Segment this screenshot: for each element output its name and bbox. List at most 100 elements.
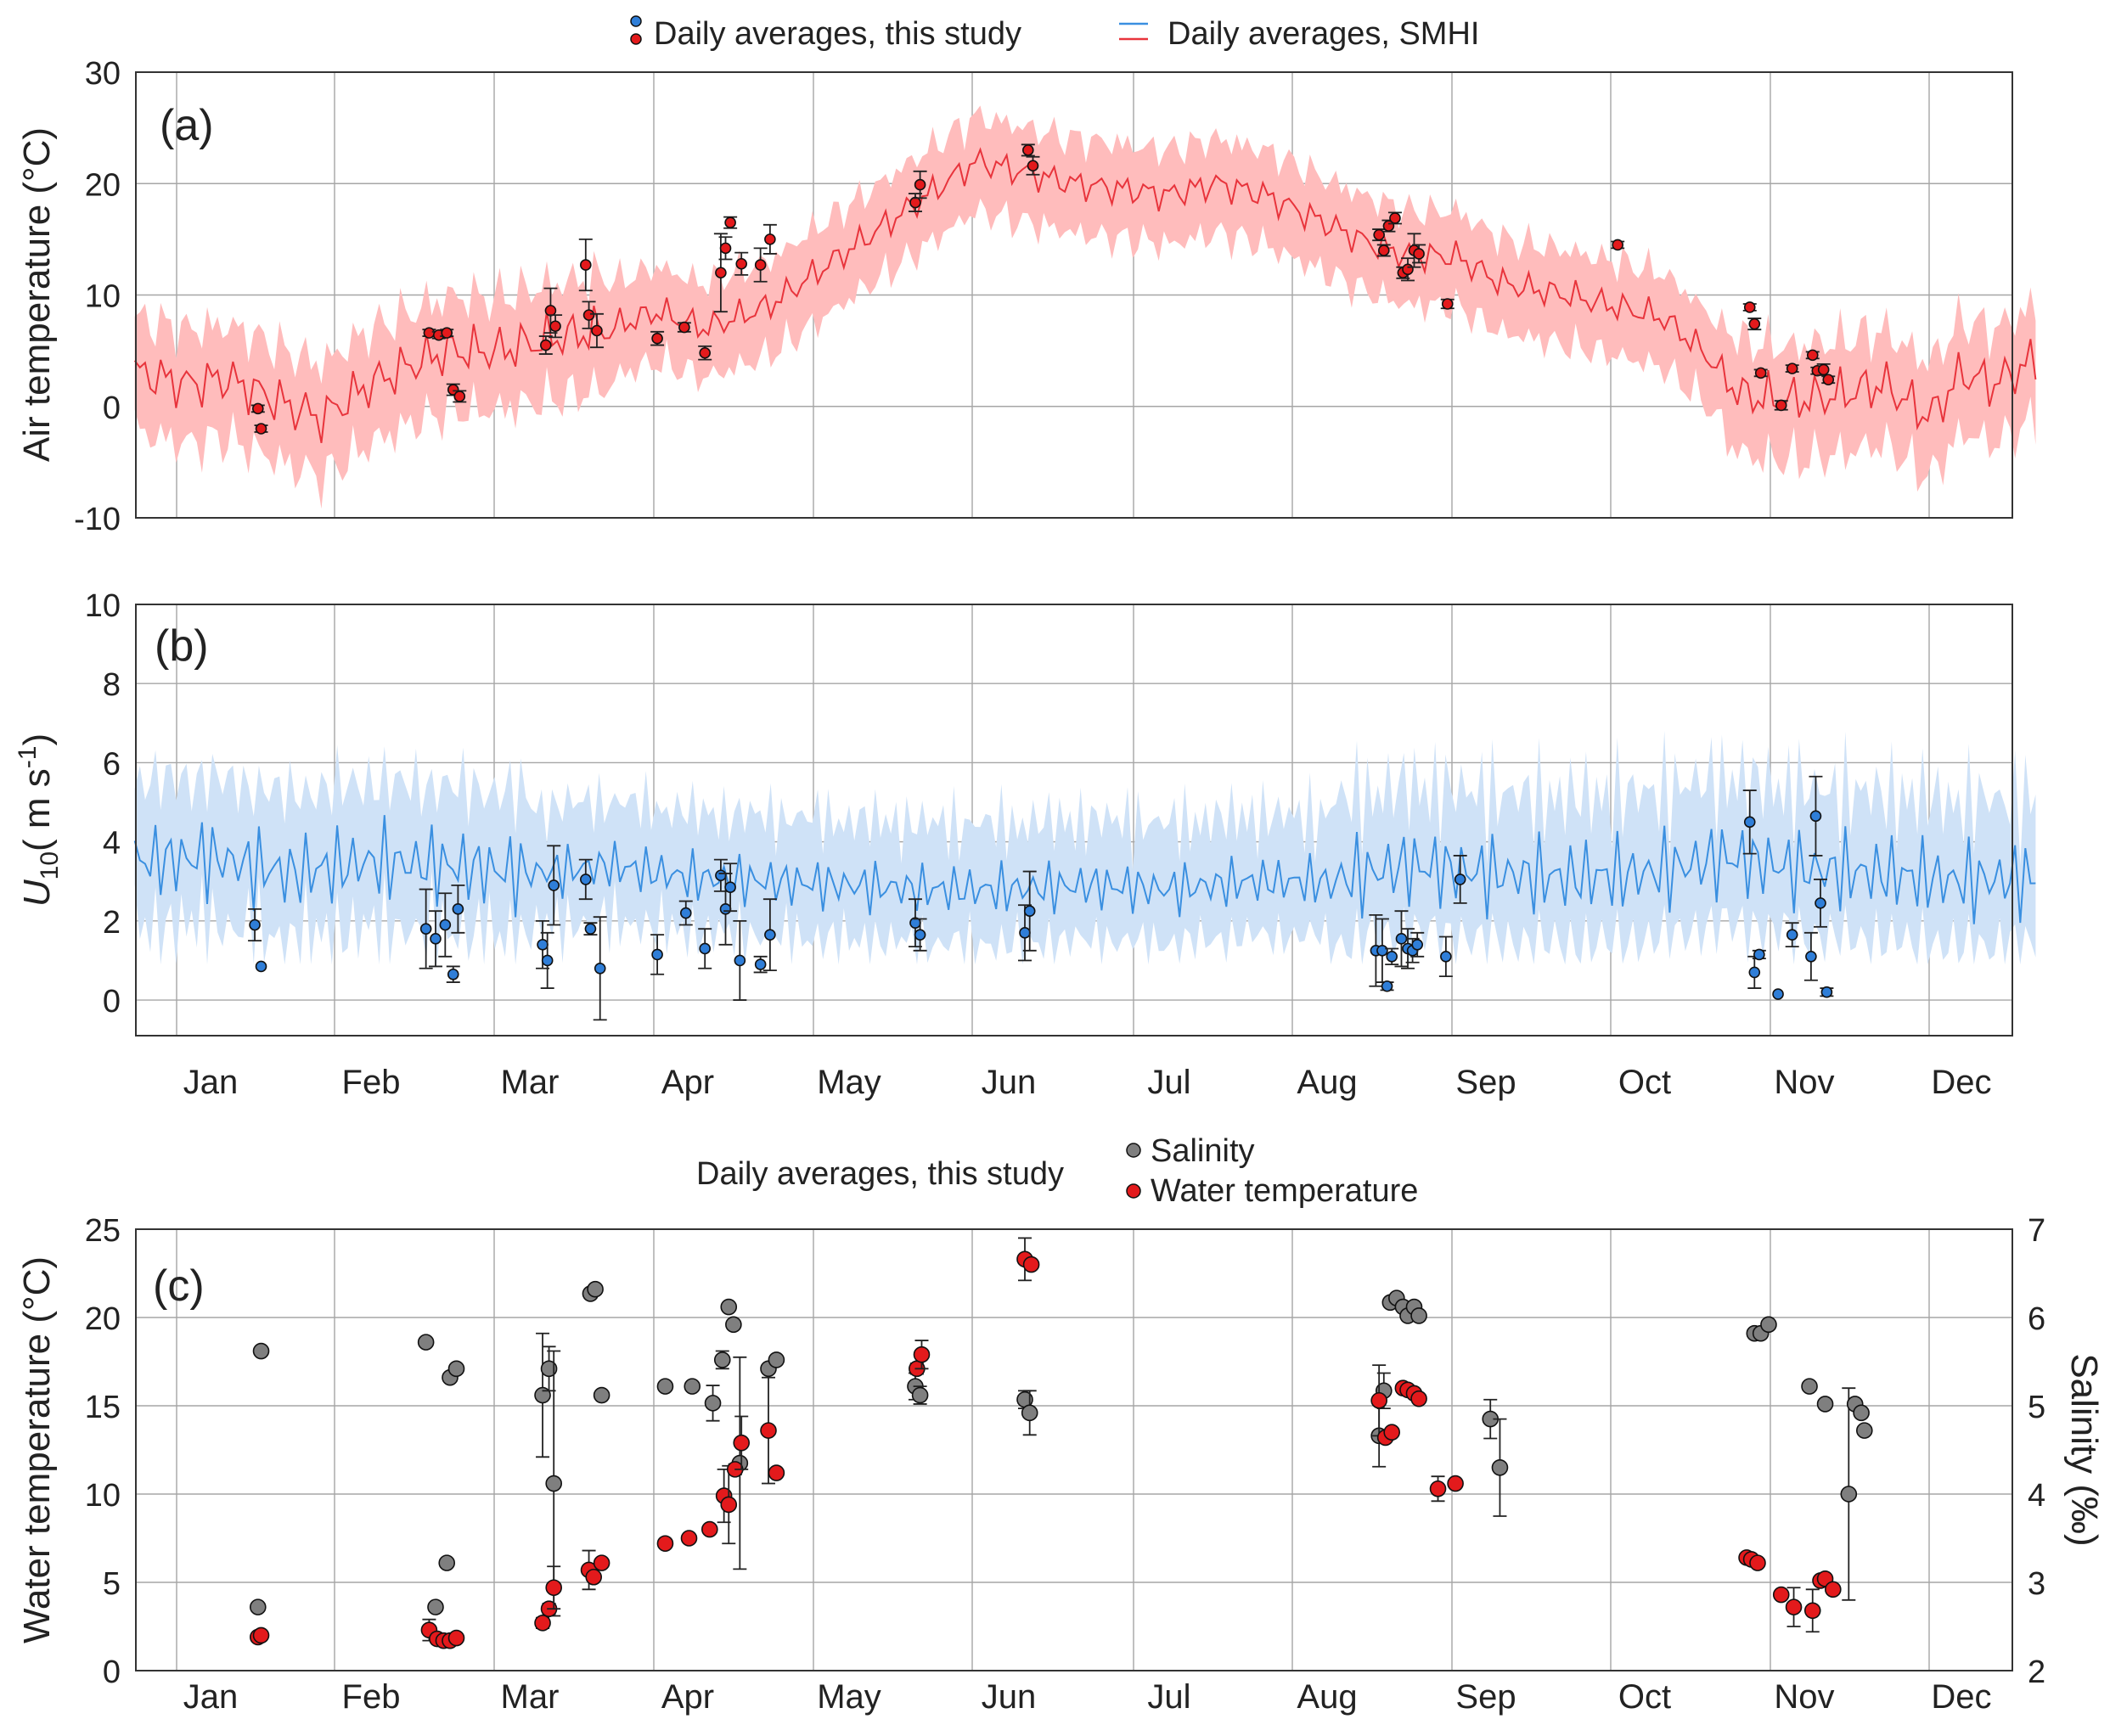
water-temp-point-28 [1383, 1424, 1400, 1441]
salinity-point-35 [1491, 1459, 1509, 1476]
panel-a: -10 0 10 20 30 (a) Air temperature (°C) [16, 56, 2037, 537]
panel-b-label: (b) [155, 621, 209, 671]
month-label-jul: Jul [1147, 1064, 1190, 1101]
wind-speed-point-44 [1820, 986, 1833, 998]
wind-speed-point-27 [1376, 944, 1388, 957]
air-temp-point-35 [1612, 239, 1623, 251]
salinity-point-44 [1856, 1422, 1873, 1439]
air-temp-point-2 [423, 327, 436, 339]
salinity-point-13 [656, 1378, 674, 1395]
panel-c: 0 5 10 15 20 25 2 3 4 5 6 7 Jan Feb Mar Apr May Jun Jul A… [16, 1213, 2105, 1716]
air-temp-point-14 [678, 321, 690, 334]
water-temp-point-38 [1772, 1586, 1790, 1604]
wind-speed-point-19 [734, 954, 746, 967]
salinity-point-2 [417, 1334, 435, 1351]
air-temp-point-18 [724, 216, 736, 228]
panel-b-y-axis-unit: ( m s [16, 768, 58, 851]
panel-a-smhi-line [133, 147, 2037, 443]
panel-b-y-axis-superscript: -1 [14, 746, 42, 769]
panel-a-study-points [250, 143, 1836, 435]
air-temp-point-4 [441, 327, 453, 339]
month-label-jan: Jan [183, 1678, 239, 1716]
smhi-temperature-line [133, 147, 2037, 443]
y-tick-label-1: 2 [103, 905, 121, 941]
salinity-point-1 [249, 1598, 267, 1615]
water-temp-point-9 [545, 1579, 563, 1597]
month-label-nov: Nov [1774, 1064, 1834, 1101]
wind-speed-point-33 [1411, 939, 1424, 951]
wind-speed-point-35 [1454, 874, 1466, 885]
y-tick-label-5: 10 [85, 588, 121, 624]
wind-speed-point-43 [1815, 897, 1826, 909]
panel-b-y-axis-subscript: 10 [36, 851, 64, 879]
wind-speed-point-36 [1743, 816, 1756, 829]
panel-b-y-tick-labels: 0 2 4 6 8 10 [85, 588, 121, 1020]
salinity-point-17 [720, 1298, 738, 1316]
wind-speed-point-1 [255, 960, 267, 973]
wind-speed-point-25 [1023, 905, 1036, 917]
salinity-point-25 [1021, 1404, 1038, 1422]
smhi-wind-band [134, 730, 2036, 965]
month-label-sep: Sep [1455, 1064, 1516, 1101]
wind-speed-point-24 [1019, 927, 1031, 939]
panel-a-y-axis-label: Air temperature (°C) [16, 127, 58, 462]
month-label-feb: Feb [342, 1064, 401, 1101]
smhi-wind-line [133, 815, 2036, 924]
salinity-point-4 [438, 1554, 456, 1571]
month-label-aug: Aug [1297, 1678, 1357, 1716]
air-temp-point-1 [255, 423, 267, 435]
bottom-legend: Daily averages, this study Salinity Wate… [696, 1133, 1418, 1209]
water-temp-point-26 [1370, 1391, 1387, 1409]
air-temp-point-6 [453, 390, 466, 402]
water-temp-point-1 [252, 1626, 270, 1644]
month-label-may: May [817, 1678, 881, 1716]
panel-c-right-y-axis-label: Salinity (‰) [2063, 1353, 2105, 1546]
wind-speed-point-34 [1440, 950, 1452, 963]
wind-speed-point-9 [548, 879, 560, 891]
air-temp-point-27 [1378, 244, 1390, 256]
y-tick-label-0: -10 [74, 502, 121, 537]
salinity-point-14 [684, 1378, 701, 1395]
month-label-mar: Mar [501, 1678, 560, 1716]
legend-water-temp-marker [1126, 1183, 1141, 1199]
y-tick-label-4: 6 [2028, 1301, 2045, 1337]
air-temp-point-26 [1373, 228, 1385, 241]
air-temp-point-12 [591, 324, 603, 337]
y-tick-label-3: 6 [103, 746, 121, 782]
panel-c-label: (c) [153, 1261, 205, 1311]
water-temp-point-17 [720, 1496, 738, 1514]
wind-speed-point-39 [1772, 988, 1784, 1000]
salinity-point-3 [427, 1598, 444, 1615]
month-label-oct: Oct [1618, 1064, 1671, 1101]
air-temp-point-23 [914, 178, 926, 191]
air-temp-point-39 [1775, 399, 1787, 412]
month-label-dec: Dec [1931, 1678, 1991, 1716]
month-label-apr: Apr [661, 1678, 714, 1716]
water-temp-point-43 [1825, 1581, 1842, 1598]
y-tick-label-0: 0 [103, 1655, 121, 1690]
air-temp-point-25 [1027, 160, 1039, 172]
water-temp-point-39 [1785, 1598, 1803, 1615]
water-temp-point-33 [1429, 1480, 1447, 1497]
salinity-point-43 [1853, 1404, 1870, 1422]
water-temp-point-23 [913, 1346, 931, 1363]
y-tick-label-3: 5 [2028, 1390, 2045, 1425]
legend-study-marker-red [630, 33, 642, 45]
wind-speed-point-18 [724, 881, 736, 894]
y-tick-label-4: 30 [85, 56, 121, 92]
air-temp-point-10 [579, 259, 592, 271]
air-temp-point-33 [1413, 248, 1425, 260]
air-temp-point-38 [1754, 367, 1767, 379]
salinity-point-12 [593, 1386, 610, 1404]
air-temp-point-11 [582, 309, 595, 321]
y-tick-label-0: 2 [2028, 1655, 2045, 1690]
salinity-point-18 [725, 1316, 742, 1334]
wind-speed-point-11 [584, 923, 597, 935]
wind-speed-point-13 [651, 948, 663, 961]
water-temp-point-13 [656, 1535, 674, 1553]
month-label-sep: Sep [1455, 1678, 1516, 1716]
y-tick-label-1: 3 [2028, 1566, 2045, 1602]
salinity-point-21 [768, 1351, 785, 1368]
wind-speed-point-28 [1381, 980, 1393, 992]
month-label-oct: Oct [1618, 1678, 1671, 1716]
